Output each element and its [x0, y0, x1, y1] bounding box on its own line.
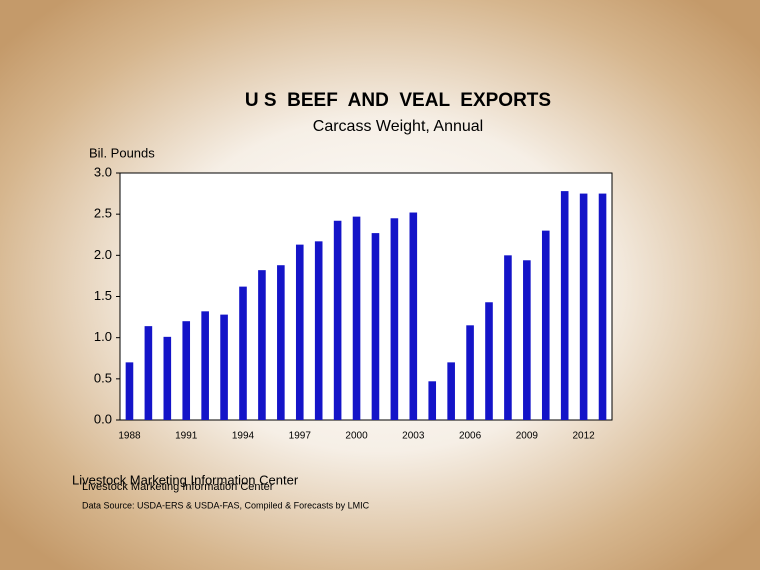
bar — [352, 216, 361, 420]
y-tick-label: 3.0 — [94, 164, 112, 179]
bar — [220, 314, 228, 420]
y-tick-label: 1.5 — [94, 288, 112, 303]
data-note: Data Source: USDA-ERS & USDA-FAS, Compil… — [82, 500, 370, 510]
bar — [541, 230, 550, 420]
source-shadow: Livestock Marketing Information Center — [82, 481, 274, 493]
bar — [277, 265, 285, 420]
bar — [598, 193, 607, 420]
bar — [371, 233, 380, 420]
plot-area — [119, 172, 613, 421]
bar — [182, 321, 191, 420]
bar — [504, 255, 512, 420]
y-axis-label: Bil. Pounds — [89, 145, 155, 160]
bar — [485, 302, 493, 420]
bar — [125, 362, 134, 420]
y-tick-label: 0.0 — [94, 411, 112, 426]
bar — [314, 241, 323, 420]
x-tick-label: 1994 — [232, 431, 255, 442]
x-tick-label: 2003 — [402, 431, 425, 442]
x-tick-label: 1988 — [118, 431, 141, 442]
chart-title: U S BEEF AND VEAL EXPORTS — [245, 90, 551, 111]
bar — [258, 270, 266, 420]
y-tick-label: 1.0 — [94, 329, 112, 344]
y-tick-label: 2.0 — [94, 247, 112, 262]
bar — [333, 220, 342, 420]
bar — [579, 193, 588, 420]
bar — [239, 286, 247, 420]
bar — [144, 326, 153, 420]
x-tick-label: 2000 — [345, 431, 368, 442]
x-tick-label: 1991 — [175, 431, 198, 442]
source: Livestock Marketing Information Center — [72, 472, 299, 487]
bar — [428, 381, 437, 420]
bar — [409, 212, 418, 420]
bar — [390, 218, 399, 420]
x-tick-label: 2009 — [516, 431, 539, 442]
bar — [523, 260, 531, 420]
y-tick-label: 2.5 — [94, 206, 112, 221]
chart-subtitle: Carcass Weight, Annual — [313, 118, 483, 135]
x-tick-label: 2006 — [459, 431, 482, 442]
bar — [295, 244, 304, 420]
bar — [466, 325, 474, 420]
bar — [447, 362, 455, 420]
bar — [201, 311, 209, 420]
x-tick-label: 1997 — [289, 431, 312, 442]
bar — [163, 336, 172, 420]
x-tick-label: 2012 — [572, 431, 595, 442]
y-tick-label: 0.5 — [94, 370, 112, 385]
bar — [560, 191, 569, 420]
